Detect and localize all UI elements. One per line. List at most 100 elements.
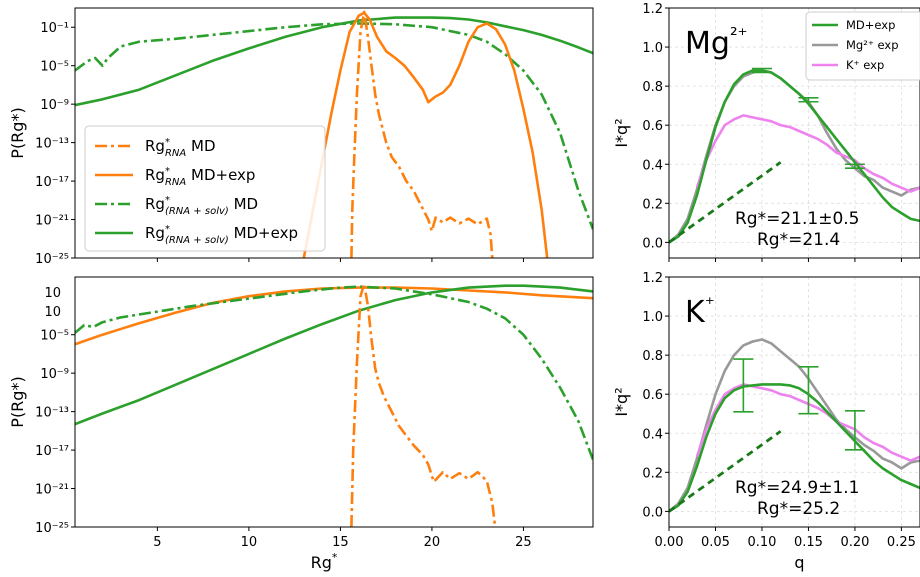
- plot-area-bottom-left: [75, 282, 593, 527]
- legend-label: Rg* (RNA + solv) MD: [145, 195, 258, 217]
- y-tick-label: 0.4: [642, 158, 663, 173]
- series-line-orange-solid: [75, 286, 593, 346]
- y-tick-label: 0.8: [642, 80, 663, 95]
- x-tick-label: 10: [241, 535, 258, 550]
- x-tick-label: 20: [424, 535, 441, 550]
- legend-label-sub: (RNA + solv): [165, 235, 229, 246]
- plot-area-bottom-right: [669, 277, 920, 527]
- x-axis-label: q: [794, 553, 804, 572]
- y-tick-label: 10⁻²⁵: [35, 252, 69, 267]
- y-tick-label: 10⁻¹³: [35, 137, 69, 152]
- legend-label-main: Rg: [145, 166, 165, 184]
- rg-annotation-fit: Rg*=24.9±1.1: [735, 478, 859, 498]
- y-tick-label-clipped: 10: [44, 305, 61, 320]
- series-line-green-dashdot: [75, 22, 593, 230]
- y-tick-label: 1.0: [642, 41, 663, 56]
- legend-label: K⁺ exp: [846, 58, 884, 72]
- panel-label: K⁺: [685, 293, 715, 330]
- y-tick-label: 10⁻²¹: [35, 483, 69, 498]
- y-tick-label: 0.0: [642, 505, 663, 520]
- legend-label-sup: *: [165, 137, 170, 148]
- y-axis-label: P(Rg*): [8, 376, 27, 427]
- series-line-orange-dashdot: [350, 10, 494, 258]
- panel-label-base: K: [685, 295, 706, 330]
- plot-area-top-right: [669, 8, 920, 258]
- y-axis-label: P(Rg*): [8, 107, 27, 158]
- x-tick-label: 0.15: [794, 535, 823, 550]
- series-line-darkgreen-dash: [669, 161, 782, 244]
- legend-label-rest: MD: [186, 137, 215, 155]
- y-tick-label: 10⁻²¹: [35, 214, 69, 229]
- x-tick-label: 0.10: [747, 535, 776, 550]
- y-tick-label: 10⁻⁵: [40, 60, 69, 75]
- legend-label-sup: *: [165, 224, 170, 235]
- series-line-green-solid: [75, 16, 593, 107]
- legend-label-main: Rg: [145, 195, 165, 213]
- y-tick-label-clipped: 10: [44, 286, 61, 301]
- legend-label-sup: *: [165, 166, 170, 177]
- series-line-green-dashdot: [75, 285, 593, 461]
- rg-annotation-fit: Rg*=21.1±0.5: [735, 209, 859, 229]
- series-line-pink-solid: [695, 114, 920, 193]
- series-line-orange-dashdot: [350, 282, 497, 527]
- legend-label: MD+exp: [846, 18, 895, 32]
- legend-label-sub: (RNA + solv): [165, 206, 229, 217]
- series-line-darkgreen-dash: [669, 430, 782, 513]
- y-tick-label: 0.8: [642, 349, 663, 364]
- axes-frame-bottom-right: [668, 276, 920, 528]
- x-axis-label-sup: *: [332, 551, 338, 564]
- series-line-green-solid: [669, 383, 920, 513]
- panel-label-base: Mg: [685, 26, 730, 61]
- x-tick-label: 5: [153, 535, 161, 550]
- legend-label-sup: *: [165, 195, 170, 206]
- y-tick-label: 0.2: [642, 466, 663, 481]
- y-tick-label: 10⁻⁵: [40, 329, 69, 344]
- x-tick-label: 0.05: [701, 535, 730, 550]
- y-tick-label: 0.0: [642, 236, 663, 251]
- rg-annotation-exp: Rg*=25.2: [757, 499, 840, 519]
- y-axis-label: I*q²: [612, 118, 631, 147]
- x-tick-label: 0.25: [887, 535, 916, 550]
- axes-frame-top-left: [74, 7, 594, 259]
- legend-label-rest: MD: [229, 195, 258, 213]
- y-tick-label: 10⁻²⁵: [35, 521, 69, 536]
- series-line-gray-solid: [669, 338, 920, 513]
- y-tick-label: 10⁻⁹: [40, 367, 69, 382]
- series-line-green-solid: [669, 69, 920, 244]
- legend-label: Rg* (RNA + solv) MD+exp: [145, 224, 298, 246]
- plot-area-top-left: [75, 10, 593, 258]
- y-tick-label: 0.6: [642, 119, 663, 134]
- x-tick-label: 25: [515, 535, 532, 550]
- y-tick-label: 10⁻⁹: [40, 98, 69, 113]
- rg-annotation-exp: Rg*=21.4: [757, 230, 840, 250]
- y-tick-label: 1.2: [642, 2, 663, 17]
- y-axis-label: I*q²: [612, 387, 631, 416]
- legend-box: [84, 125, 326, 252]
- legend-label-rest: MD+exp: [186, 166, 255, 184]
- legend-label-main: Rg: [145, 137, 165, 155]
- x-tick-label: 15: [332, 535, 349, 550]
- y-tick-label: 10⁻¹⁷: [35, 444, 69, 459]
- y-tick-label: 0.2: [642, 197, 663, 212]
- axes-frame-top-right: [668, 7, 920, 259]
- legend-box: [805, 11, 920, 81]
- y-tick-label: 10⁻¹³: [35, 406, 69, 421]
- panel-label: Mg²⁺: [685, 24, 748, 61]
- legend-label: Mg²⁺ exp: [846, 38, 899, 52]
- y-tick-label: 1.2: [642, 271, 663, 286]
- panel-label-sup: ²⁺: [730, 24, 748, 46]
- legend-label: Rg* RNA MD+exp: [145, 166, 255, 188]
- x-tick-label: 0.00: [655, 535, 684, 550]
- y-tick-label: 10⁻¹: [40, 21, 69, 36]
- legend-label: Rg* RNA MD: [145, 137, 216, 159]
- axes-frame-bottom-left: [74, 276, 594, 528]
- y-tick-label: 1.0: [642, 310, 663, 325]
- y-tick-label: 10⁻¹⁷: [35, 175, 69, 190]
- y-tick-label: 0.4: [642, 427, 663, 442]
- legend-label-sub: RNA: [165, 177, 186, 188]
- legend-label-sub: RNA: [165, 148, 186, 159]
- legend-label-rest: MD+exp: [229, 224, 298, 242]
- series-line-green-solid: [75, 284, 593, 426]
- series-line-orange-solid: [302, 11, 549, 258]
